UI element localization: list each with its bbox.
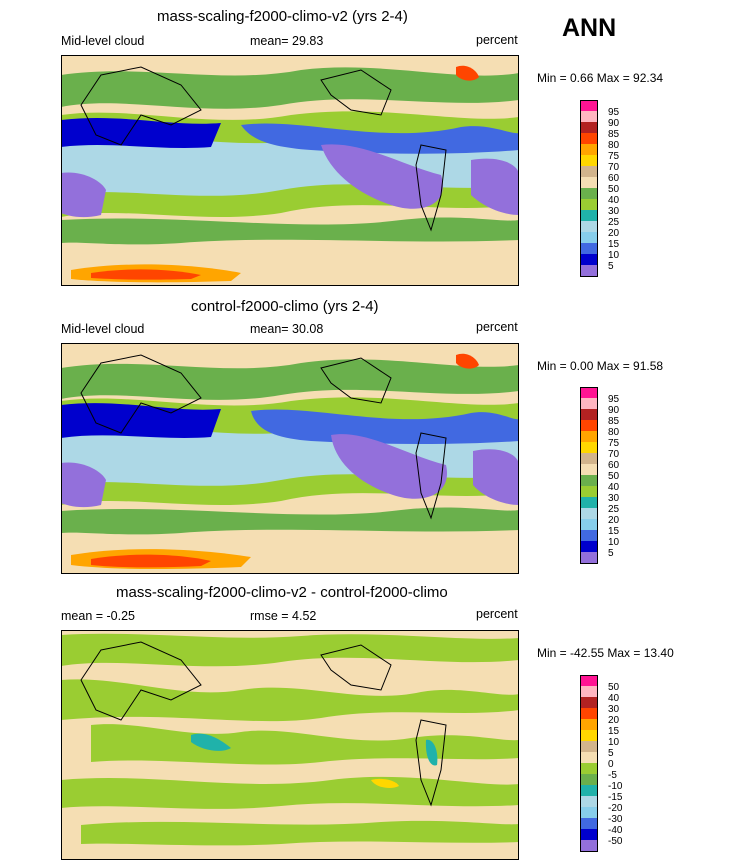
panel1-colorbar-tick: 40 [608,195,620,206]
panel2-colorbar-tick: 20 [608,515,620,526]
panel3-map [61,630,519,860]
panel1-units: percent [476,33,518,47]
panel2-colorbar-tick: 80 [608,427,620,438]
panel3-colorbar-tick: -30 [608,814,623,825]
panel1-variable: Mid-level cloud [61,34,145,48]
panel3-colorbar-tick: -15 [608,792,623,803]
panel1-map [61,55,519,286]
panel3-colorbar-tick: -10 [608,781,623,792]
panel2-colorbar-tick: 75 [608,438,620,449]
panel3-rmse: rmse = 4.52 [250,609,317,623]
panel2-colorbar-tick: 85 [608,416,620,427]
panel1-colorbar-tick: 50 [608,184,620,195]
panel2-colorbar-tick: 5 [608,548,614,559]
panel3-colorbar-tick: 20 [608,715,620,726]
panel2-map [61,343,519,574]
panel1-colorbar-tick: 25 [608,217,620,228]
panel1-mean: mean= 29.83 [250,34,324,48]
panel2-variable: Mid-level cloud [61,322,145,336]
panel3-colorbar-tick: 40 [608,693,620,704]
panel3-colorbar-tick: -40 [608,825,623,836]
panel1-colorbar-tick: 85 [608,129,620,140]
panel1-colorbar-tick: 30 [608,206,620,217]
panel3-colorbar-tick: 50 [608,682,620,693]
panel1-title: mass-scaling-f2000-climo-v2 (yrs 2-4) [157,8,408,25]
panel3-colorbar-tick: -50 [608,836,623,847]
panel1-minmax: Min = 0.66 Max = 92.34 [537,71,664,85]
panel3-colorbar-tick: -20 [608,803,623,814]
panel3-colorbar-tick: 30 [608,704,620,715]
panel2-title: control-f2000-climo (yrs 2-4) [191,298,379,315]
panel3-colorbar-tick: 15 [608,726,620,737]
panel1-colorbar-tick: 75 [608,151,620,162]
panel1-colorbar-tick: 15 [608,239,620,250]
panel2-colorbar-tick: 10 [608,537,620,548]
panel3-colorbar-tick: 5 [608,748,614,759]
panel1-colorbar-tick: 95 [608,107,620,118]
panel3-minmax: Min = -42.55 Max = 13.40 [537,646,674,660]
panel1-colorbar-tick: 60 [608,173,620,184]
panel1-colorbar-tick: 90 [608,118,620,129]
panel3-colorbar [580,675,598,852]
panel3-colorbar-tick: 10 [608,737,620,748]
panel3-title: mass-scaling-f2000-climo-v2 - control-f2… [116,584,448,601]
season-label: ANN [562,14,617,42]
panel2-colorbar-tick: 70 [608,449,620,460]
panel2-colorbar-tick: 95 [608,394,620,405]
panel3-colorbar-tick: 0 [608,759,614,770]
panel2-colorbar-tick: 30 [608,493,620,504]
panel1-colorbar-tick: 20 [608,228,620,239]
panel2-colorbar [580,387,598,564]
panel3-mean: mean = -0.25 [61,609,136,623]
panel1-colorbar-tick: 5 [608,261,614,272]
panel3-units: percent [476,607,518,621]
panel1-colorbar-tick: 80 [608,140,620,151]
panel1-colorbar-tick: 10 [608,250,620,261]
panel2-colorbar-tick: 50 [608,471,620,482]
panel2-colorbar-tick: 60 [608,460,620,471]
panel2-colorbar-tick: 90 [608,405,620,416]
panel1-colorbar [580,100,598,277]
panel2-colorbar-tick: 15 [608,526,620,537]
panel2-colorbar-tick: 40 [608,482,620,493]
panel2-units: percent [476,320,518,334]
panel1-colorbar-tick: 70 [608,162,620,173]
panel2-colorbar-tick: 25 [608,504,620,515]
panel2-minmax: Min = 0.00 Max = 91.58 [537,359,664,373]
panel3-colorbar-tick: -5 [608,770,617,781]
panel2-mean: mean= 30.08 [250,322,324,336]
